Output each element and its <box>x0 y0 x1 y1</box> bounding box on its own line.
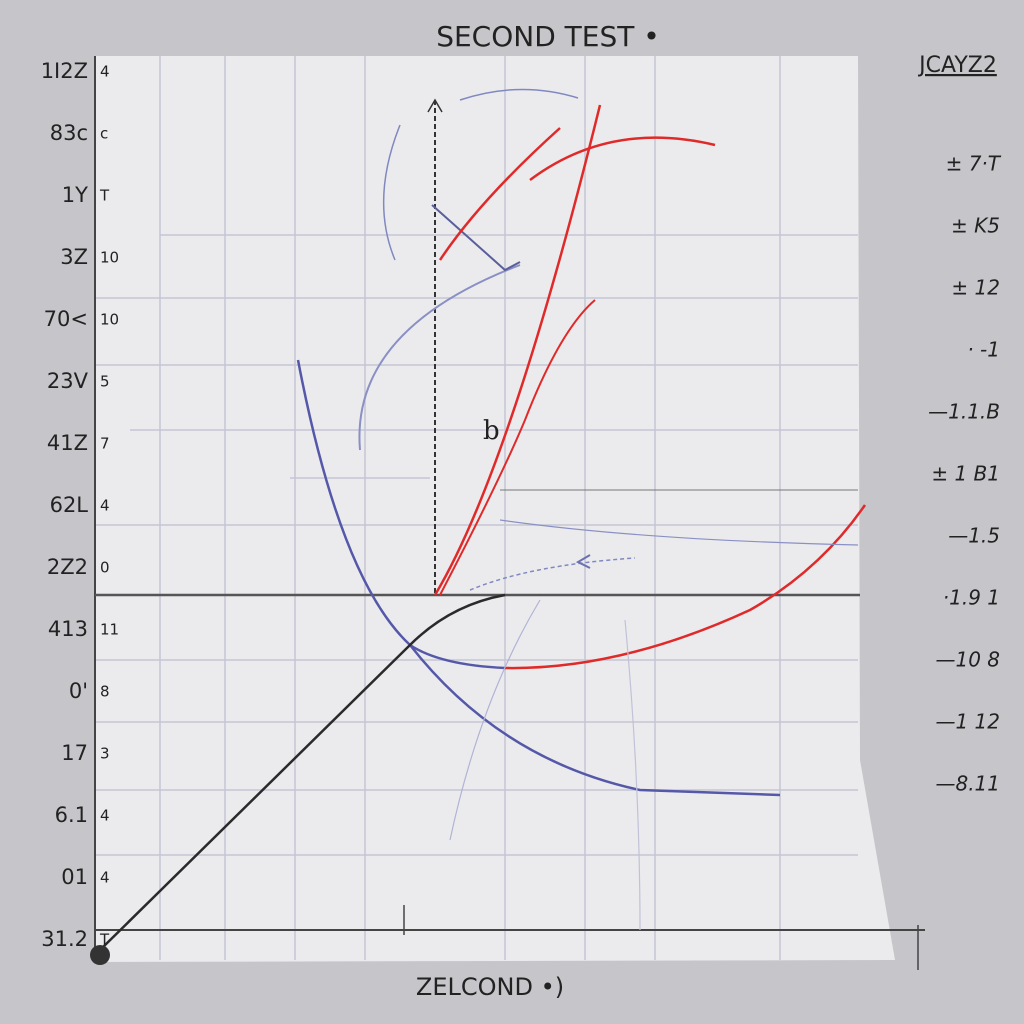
right-label: · -1 <box>967 338 1000 362</box>
left-minor: 4 <box>100 497 110 515</box>
left-minor: 5 <box>100 373 110 391</box>
left-minor: 4 <box>100 869 110 887</box>
right-label: —1.5 <box>948 524 1000 548</box>
left-minor: 11 <box>100 621 119 639</box>
left-minor: 3 <box>100 745 110 763</box>
left-minor: 8 <box>100 683 110 701</box>
title: SECOND TEST • <box>436 20 660 53</box>
left-label: 70< <box>44 307 88 331</box>
right-label: ± 12 <box>951 276 1000 300</box>
left-label: 23V <box>47 369 89 393</box>
origin-dot <box>90 945 110 965</box>
left-minor: 4 <box>100 807 110 825</box>
grid <box>95 56 858 960</box>
left-minor: 7 <box>100 435 110 453</box>
left-label: 0' <box>69 679 88 703</box>
annotation: b <box>483 416 500 446</box>
left-minor: 10 <box>100 311 119 329</box>
labels: 1I2Z83c1Y3Z70<23V41Z62L2Z24130'176.10131… <box>41 59 1002 951</box>
right-label: ± 1 B1 <box>931 462 1000 486</box>
right-label: —8.11 <box>935 772 1000 796</box>
left-label: 413 <box>48 617 88 641</box>
left-label: 62L <box>50 493 89 517</box>
curves <box>99 88 867 951</box>
right-label: ·1.9 1 <box>943 586 1000 610</box>
left-minor: 0 <box>100 559 110 577</box>
right-label: —10 8 <box>935 648 1000 672</box>
left-minor: c <box>100 125 108 143</box>
left-label: 41Z <box>47 431 88 455</box>
left-label: 6.1 <box>55 803 88 827</box>
left-label: 17 <box>61 741 88 765</box>
left-minor: 4 <box>100 63 110 81</box>
x-label: ZELCOND •) <box>416 973 564 1001</box>
arrow-head <box>427 98 443 113</box>
left-label: 3Z <box>60 245 88 269</box>
left-label: 1Y <box>62 183 88 207</box>
left-minor: T <box>99 187 110 205</box>
left-minor: T <box>99 931 110 949</box>
left-minor: 10 <box>100 249 119 267</box>
left-label: 31.2 <box>41 927 88 951</box>
right-label: —1.1.B <box>928 400 1000 424</box>
left-label: 83c <box>50 121 88 145</box>
right-label: ± 7·T <box>946 152 1002 176</box>
corner-label: JCAYZ2 <box>917 53 997 78</box>
left-label: 1I2Z <box>41 59 88 83</box>
left-label: 2Z2 <box>47 555 88 579</box>
right-label: ± K5 <box>951 214 1000 238</box>
right-label: —1 12 <box>935 710 1000 734</box>
left-label: 01 <box>61 865 88 889</box>
